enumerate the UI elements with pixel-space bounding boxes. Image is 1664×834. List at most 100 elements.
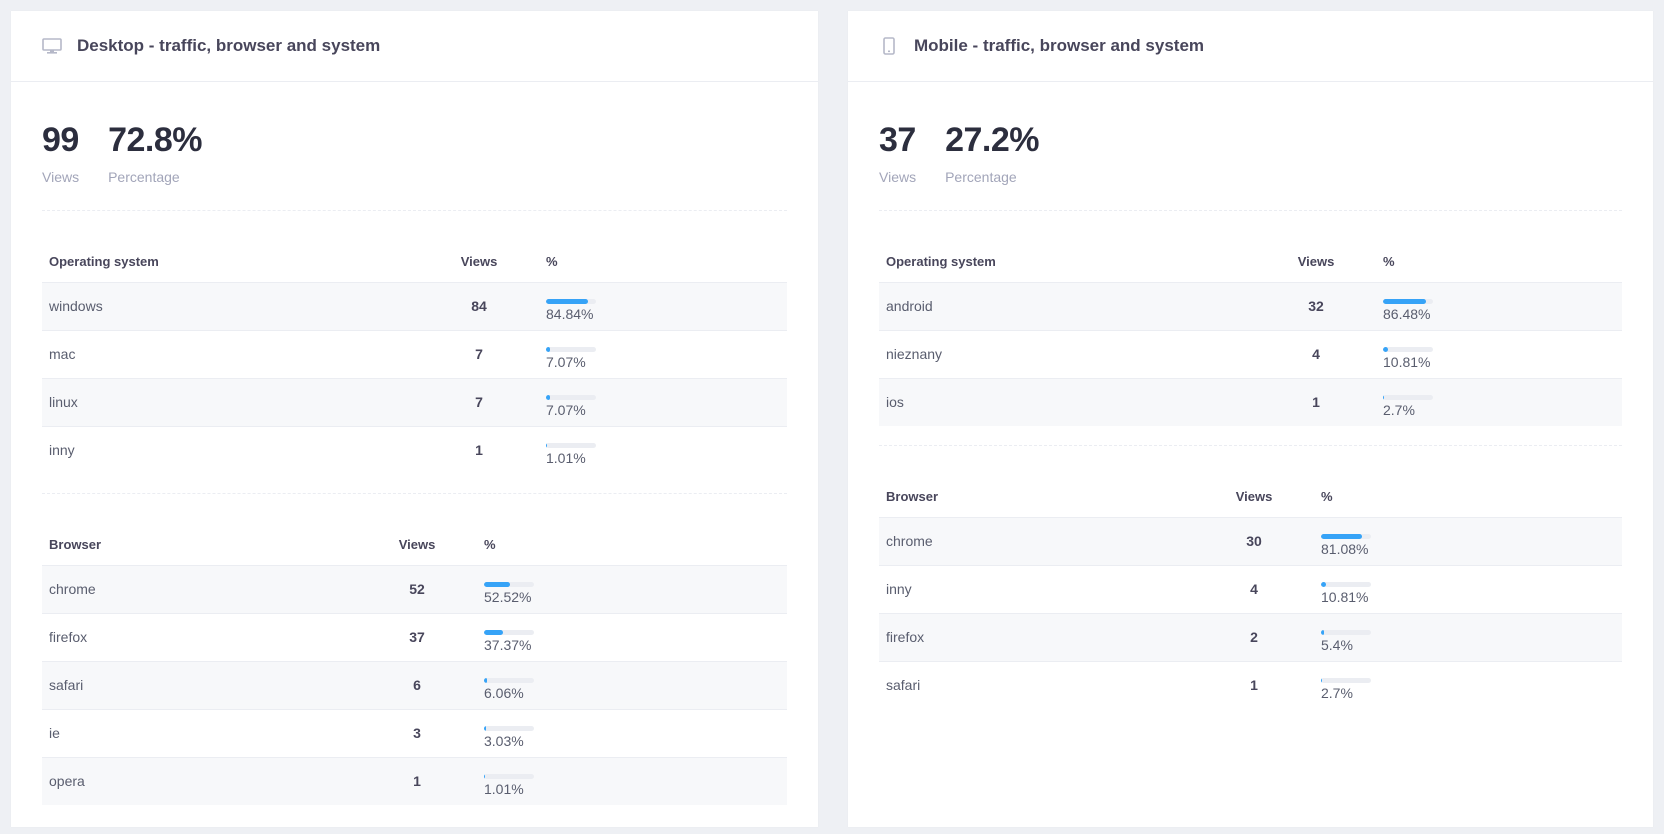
desktop-card-header: Desktop - traffic, browser and system: [11, 11, 818, 82]
column-header: Operating system: [42, 241, 419, 283]
mobile-percentage-value: 27.2%: [945, 121, 1039, 159]
progress-bar-fill: [1383, 346, 1389, 352]
row-views: 84: [419, 282, 539, 331]
row-name: mac: [42, 330, 419, 379]
row-name: chrome: [42, 565, 357, 614]
mobile-views-stat: 37 Views: [879, 118, 916, 210]
row-percent: 86.48%: [1383, 305, 1431, 322]
row-percent-cell: 37.37%: [477, 613, 787, 662]
row-views: 52: [357, 565, 477, 614]
row-percent: 81.08%: [1321, 540, 1369, 557]
desktop-browser-section: Browser Views % chrome 52 52.52% firefox 37 3…: [42, 493, 787, 805]
progress-bar: [1321, 581, 1371, 587]
table-row: safari 1 2.7%: [879, 661, 1622, 709]
progress-bar: [484, 581, 534, 587]
row-name: nieznany: [879, 330, 1256, 379]
progress-bar: [484, 725, 534, 731]
progress-bar: [1321, 533, 1371, 539]
row-percent: 7.07%: [546, 353, 586, 370]
progress-bar-fill: [546, 346, 550, 352]
row-percent-cell: 10.81%: [1314, 565, 1622, 614]
progress-bar-fill: [1321, 629, 1324, 635]
mobile-percentage-label: Percentage: [945, 169, 1017, 185]
progress-bar: [484, 773, 534, 779]
row-views: 4: [1256, 330, 1376, 379]
table-row: inny 4 10.81%: [879, 565, 1622, 614]
row-name: safari: [886, 677, 921, 694]
progress-bar: [1321, 677, 1371, 683]
table-header-row: Operating system Views %: [879, 241, 1622, 283]
row-percent: 2.7%: [1321, 684, 1353, 701]
progress-bar-fill: [484, 773, 485, 779]
mobile-os-table: Operating system Views % android 32 86.48%…: [879, 241, 1622, 426]
row-name: inny: [49, 442, 75, 459]
row-name: linux: [42, 378, 419, 427]
progress-bar-fill: [484, 629, 503, 635]
mobile-browser-section: Browser Views % chrome 30 81.08% inny 4 10.81…: [879, 445, 1622, 709]
row-name: firefox: [879, 613, 1194, 662]
column-header: Operating system: [879, 241, 1256, 283]
row-name: ie: [42, 709, 357, 758]
mobile-card-title: Mobile - traffic, browser and system: [914, 36, 1205, 55]
row-percent-cell: 52.52%: [477, 565, 787, 614]
table-row: android 32 86.48%: [879, 282, 1622, 331]
desktop-views-value: 99: [42, 121, 79, 159]
progress-bar: [546, 346, 596, 352]
column-header: %: [477, 524, 787, 566]
table-row: firefox 37 37.37%: [42, 613, 787, 662]
row-views: 3: [357, 709, 477, 758]
column-header: %: [1376, 241, 1622, 283]
column-header: Views: [1256, 241, 1376, 283]
table-row: nieznany 4 10.81%: [879, 330, 1622, 379]
progress-bar: [484, 677, 534, 683]
row-views: 6: [357, 661, 477, 710]
desktop-card-title: Desktop - traffic, browser and system: [77, 36, 381, 55]
row-percent-cell: 7.07%: [539, 330, 787, 379]
row-name: safari: [42, 661, 357, 710]
row-percent: 7.07%: [546, 401, 586, 418]
row-percent: 2.7%: [1383, 401, 1415, 418]
row-percent-cell: 1.01%: [477, 757, 787, 805]
desktop-views-stat: 99 Views: [42, 118, 79, 210]
mobile-os-section: Operating system Views % android 32 86.48%…: [879, 211, 1622, 426]
row-percent: 1.01%: [484, 780, 524, 797]
row-views: 1: [357, 757, 477, 805]
row-name: android: [879, 282, 1256, 331]
row-percent: 5.4%: [1321, 636, 1353, 653]
row-percent-cell: 2.7%: [1314, 661, 1622, 709]
progress-bar: [1383, 394, 1433, 400]
desktop-os-section: Operating system Views % windows 84 84.84%…: [42, 211, 787, 474]
row-name: windows: [42, 282, 419, 331]
monitor-icon: [41, 35, 63, 57]
row-percent-cell: 2.7%: [1376, 378, 1622, 426]
progress-bar: [546, 298, 596, 304]
row-views: 1: [1256, 378, 1376, 426]
desktop-stats: 99 Views 72.8% Percentage: [42, 82, 787, 211]
row-views: 2: [1194, 613, 1314, 662]
mobile-card-header: Mobile - traffic, browser and system: [848, 11, 1653, 82]
progress-bar-fill: [546, 394, 550, 400]
column-header: Views: [357, 524, 477, 566]
progress-bar-fill: [484, 581, 511, 587]
progress-bar-fill: [484, 677, 488, 683]
row-percent: 10.81%: [1321, 588, 1369, 605]
progress-bar: [1321, 629, 1371, 635]
table-row: windows 84 84.84%: [42, 282, 787, 331]
row-percent: 84.84%: [546, 305, 594, 322]
table-header-row: Browser Views %: [42, 524, 787, 566]
table-row: ie 3 3.03%: [42, 709, 787, 758]
column-header: Browser: [879, 476, 1194, 518]
row-name: inny: [879, 565, 1194, 614]
desktop-percentage-stat: 72.8% Percentage: [108, 118, 202, 210]
row-name: chrome: [879, 517, 1194, 566]
progress-bar: [1383, 298, 1433, 304]
progress-bar-fill: [1321, 533, 1362, 539]
row-percent: 6.06%: [484, 684, 524, 701]
desktop-card: Desktop - traffic, browser and system 99…: [11, 11, 818, 827]
row-views: 7: [419, 378, 539, 427]
row-name: opera: [42, 757, 357, 805]
row-percent-cell: 1.01%: [539, 426, 787, 474]
progress-bar: [546, 394, 596, 400]
row-percent: 1.01%: [546, 449, 586, 466]
row-percent-cell: 86.48%: [1376, 282, 1622, 331]
